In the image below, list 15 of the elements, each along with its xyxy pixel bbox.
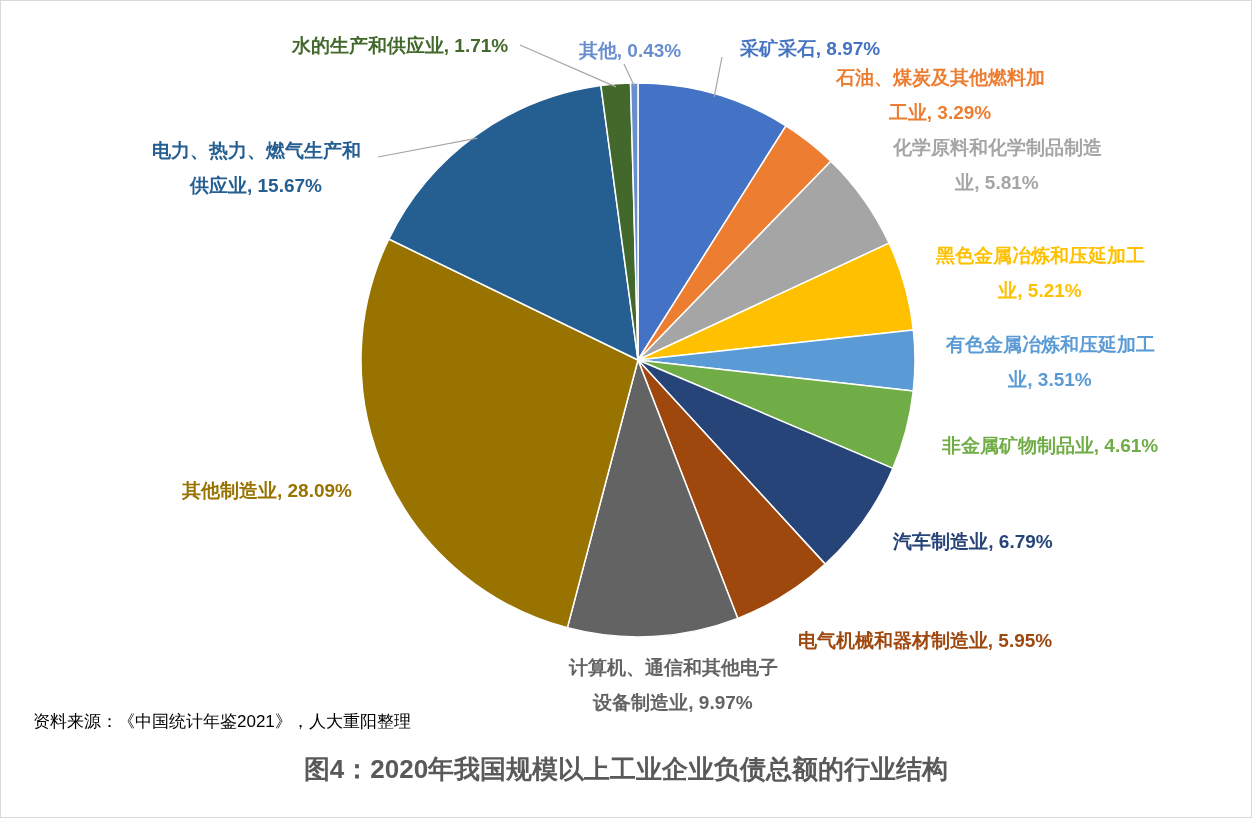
slice-label: 黑色金属冶炼和压延加工业, 5.21% [934, 244, 1146, 303]
slice-label: 计算机、通信和其他电子设备制造业, 9.97% [567, 656, 779, 715]
slice-label: 其他制造业, 28.09% [181, 478, 353, 503]
slice-label: 非金属矿物制品业, 4.61% [940, 433, 1160, 458]
slice-label: 石油、煤炭及其他燃料加工业, 3.29% [834, 66, 1046, 125]
text: 图4：2020年我国规模以上工业企业负债总额的行业结构 [302, 753, 950, 786]
slice-label: 电气机械和器材制造业, 5.95% [796, 628, 1054, 653]
text: 资料来源：《中国统计年鉴2021》，人大重阳整理 [33, 711, 411, 733]
slice-label: 采矿采石, 8.97% [739, 37, 881, 59]
slice-label: 电力、热力、燃气生产和供应业, 15.67% [150, 139, 362, 198]
slice-label: 有色金属冶炼和压延加工业, 3.51% [944, 333, 1156, 392]
slice-label: 化学原料和化学制品制造业, 5.81% [891, 136, 1103, 195]
slice-label: 其他, 0.43% [578, 39, 682, 61]
slice-label: 汽车制造业, 6.79% [892, 529, 1054, 554]
slice-label: 水的生产和供应业, 1.71% [291, 34, 509, 56]
